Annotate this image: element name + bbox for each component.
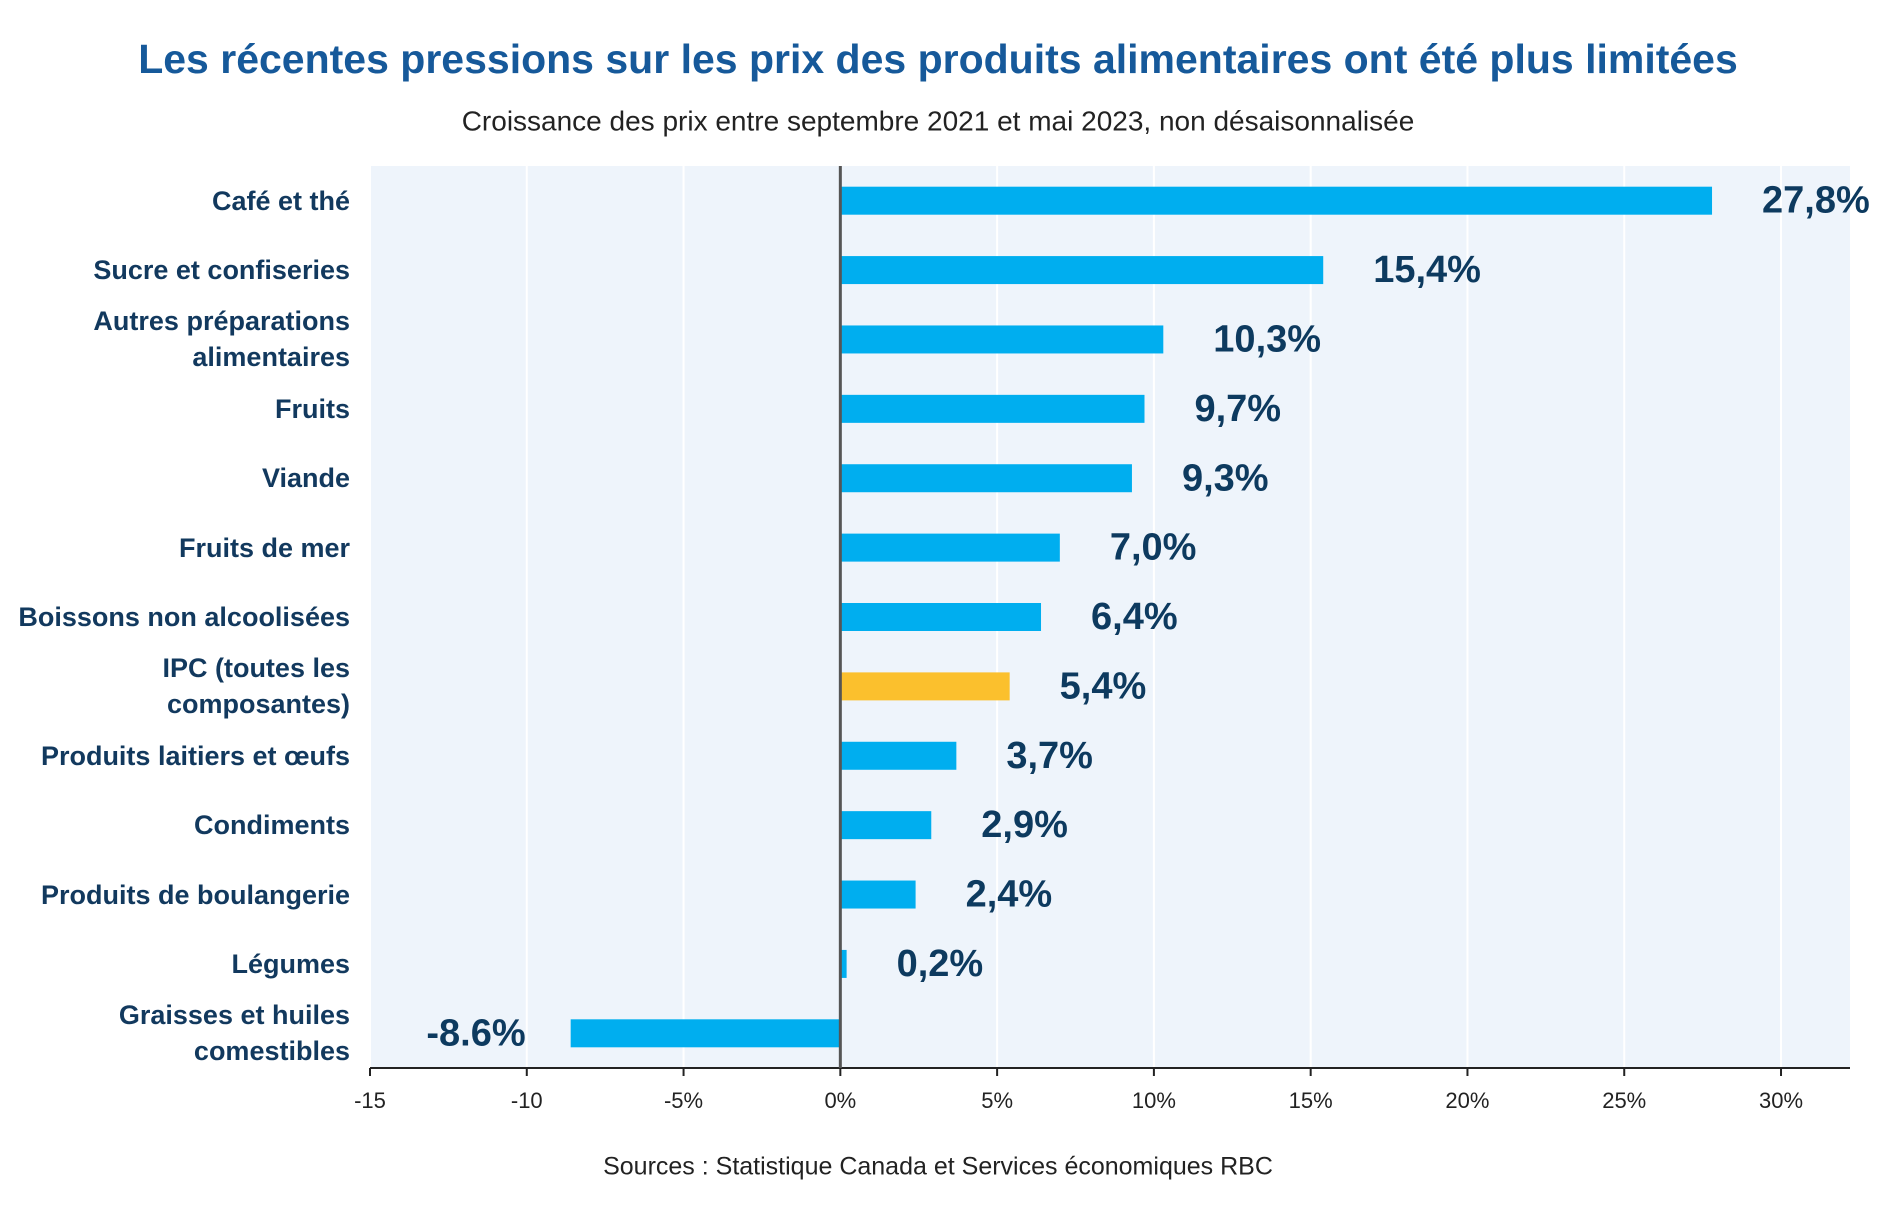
value-label: 5,4% [1060, 665, 1147, 707]
category-label: Fruits [274, 393, 350, 424]
value-label: 15,4% [1373, 249, 1481, 291]
bar [840, 325, 1164, 354]
value-label: 2,9% [981, 804, 1068, 846]
bar [840, 256, 1324, 285]
value-label: 2,4% [966, 874, 1053, 916]
value-label: -8.6% [426, 1012, 525, 1054]
bar [840, 186, 1713, 215]
bar [840, 672, 1010, 701]
category-label: Condiments [193, 810, 350, 841]
source: Sources : Statistique Canada et Services… [603, 1153, 1273, 1181]
value-label: 7,0% [1110, 527, 1197, 569]
x-tick-label: 20% [1445, 1088, 1489, 1113]
chart-title: Les récentes pressions sur les prix des … [138, 36, 1738, 82]
x-tick-label: 30% [1759, 1088, 1803, 1113]
value-label: 9,7% [1194, 388, 1281, 430]
category-label: Graisses et huiles comestibles [118, 1000, 350, 1067]
category-label: Légumes [231, 948, 350, 979]
bar [840, 741, 957, 770]
x-tick-label: 10% [1132, 1088, 1176, 1113]
category-label: Fruits de mer [178, 532, 350, 563]
category-label: Produits de boulangerie [40, 879, 350, 910]
x-tick-label: -10 [511, 1088, 543, 1113]
x-tick-label: 15% [1289, 1088, 1333, 1113]
category-label: IPC (toutes les composantes) [162, 653, 350, 720]
x-tick-label: -15 [354, 1088, 386, 1113]
bar [840, 394, 1145, 423]
value-label: 0,2% [897, 943, 984, 985]
x-tick-label: 25% [1602, 1088, 1646, 1113]
category-label: Boissons non alcoolisées [18, 602, 350, 632]
chart-subtitle: Croissance des prix entre septembre 2021… [462, 105, 1415, 136]
value-label: 9,3% [1182, 457, 1269, 499]
value-label: 10,3% [1213, 318, 1321, 360]
value-label: 27,8% [1762, 180, 1870, 222]
category-label: Sucre et confiseries [93, 255, 350, 286]
bar [840, 880, 916, 909]
bar [840, 811, 932, 840]
category-label: Autres préparations alimentaires [93, 306, 350, 373]
value-label: 3,7% [1006, 735, 1093, 777]
bar [840, 464, 1132, 493]
bar [570, 1019, 841, 1048]
plot-background [370, 166, 1850, 1068]
category-label: Viande [261, 463, 350, 494]
category-label: Café et thé [211, 185, 350, 216]
bar [840, 949, 847, 978]
bar [840, 533, 1060, 562]
value-label: 6,4% [1091, 596, 1178, 638]
category-label: Produits laitiers et œufs [40, 740, 350, 771]
x-tick-label: 0% [824, 1088, 856, 1113]
x-tick-label: -5% [664, 1088, 703, 1113]
bar [840, 603, 1042, 631]
x-tick-label: 5% [981, 1088, 1013, 1113]
